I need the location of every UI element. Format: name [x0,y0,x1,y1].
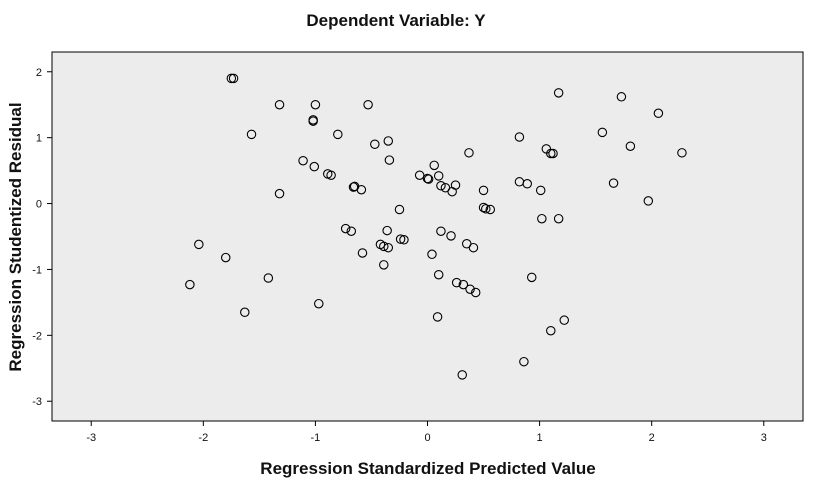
y-tick-label: 1 [36,133,42,145]
data-points [185,73,687,380]
data-point [553,88,564,98]
data-point [422,173,433,184]
data-point [274,188,285,199]
data-point [384,155,395,165]
data-point [274,99,285,110]
data-point [478,202,489,213]
plot-area [51,51,804,422]
data-point [522,179,533,189]
y-tick-label: 2 [36,67,42,79]
data-point [226,73,237,84]
data-point [399,235,409,245]
data-point [485,204,496,215]
x-tick-label: -3 [86,432,96,444]
data-point [379,260,389,270]
data-point [185,279,195,290]
data-point [458,279,469,290]
data-point [298,155,308,166]
data-point [326,170,336,180]
data-point [340,223,351,234]
data-point [333,129,343,140]
data-point [383,136,394,146]
data-point [194,239,204,250]
data-point [597,127,608,138]
data-point [308,116,318,126]
data-point [382,225,392,236]
y-tick-label: -2 [32,330,42,342]
data-point [514,132,525,142]
y-tick-label: -1 [32,264,42,276]
data-point [349,181,360,192]
data-point [616,92,627,102]
data-point [653,108,664,119]
data-point [263,273,274,283]
x-axis-label: Regression Standardized Predicted Value [260,459,595,478]
data-point [537,213,547,224]
data-point [643,196,654,206]
data-point [625,141,636,151]
data-point [465,284,475,294]
data-point [457,370,467,380]
data-point [559,315,569,325]
x-tick-label: -2 [198,432,208,444]
data-point [553,213,564,224]
data-point [363,99,373,110]
data-point [535,185,546,196]
data-point [309,161,320,172]
data-point [677,148,687,158]
chart-title: Dependent Variable: Y [306,11,486,30]
data-point [433,171,444,181]
data-point [379,241,389,252]
data-point [240,307,250,318]
data-point [429,160,439,171]
data-point [519,356,529,367]
y-axis-label: Regression Studentized Residual [6,102,25,371]
x-axis-ticks: -3 -2 -1 0 1 2 3 [86,421,767,444]
data-point [481,204,491,214]
data-point [446,231,456,241]
data-point [546,325,556,336]
data-point [436,226,446,236]
data-point [546,148,556,159]
data-point [228,73,239,84]
x-tick-label: 0 [424,432,430,444]
data-point [451,277,462,288]
y-tick-label: 0 [36,199,42,211]
data-point [548,148,558,159]
data-point [395,234,406,244]
x-tick-label: 1 [537,432,543,444]
x-tick-label: 2 [649,432,655,444]
data-point [470,287,481,298]
data-point [310,99,321,110]
data-point [357,248,368,258]
data-point [370,139,380,150]
data-point [608,178,619,188]
data-point [433,269,444,280]
data-point [526,272,537,283]
data-point [246,129,257,140]
plot-frame [51,51,804,422]
y-axis-ticks: -3 -2 -1 0 1 2 [32,67,52,408]
data-point [220,252,231,263]
data-point [414,170,425,180]
data-point [432,312,443,322]
data-point [478,185,489,196]
data-point [427,249,437,260]
data-point [346,226,357,236]
data-point [423,174,434,184]
data-point [450,180,461,190]
data-point [436,181,446,191]
data-point [464,148,474,158]
data-point [383,242,394,253]
data-point [394,204,405,215]
y-tick-label: -3 [32,396,42,408]
data-point [468,242,479,253]
x-tick-label: -1 [311,432,321,444]
data-point [314,298,324,309]
x-tick-label: 3 [761,432,767,444]
